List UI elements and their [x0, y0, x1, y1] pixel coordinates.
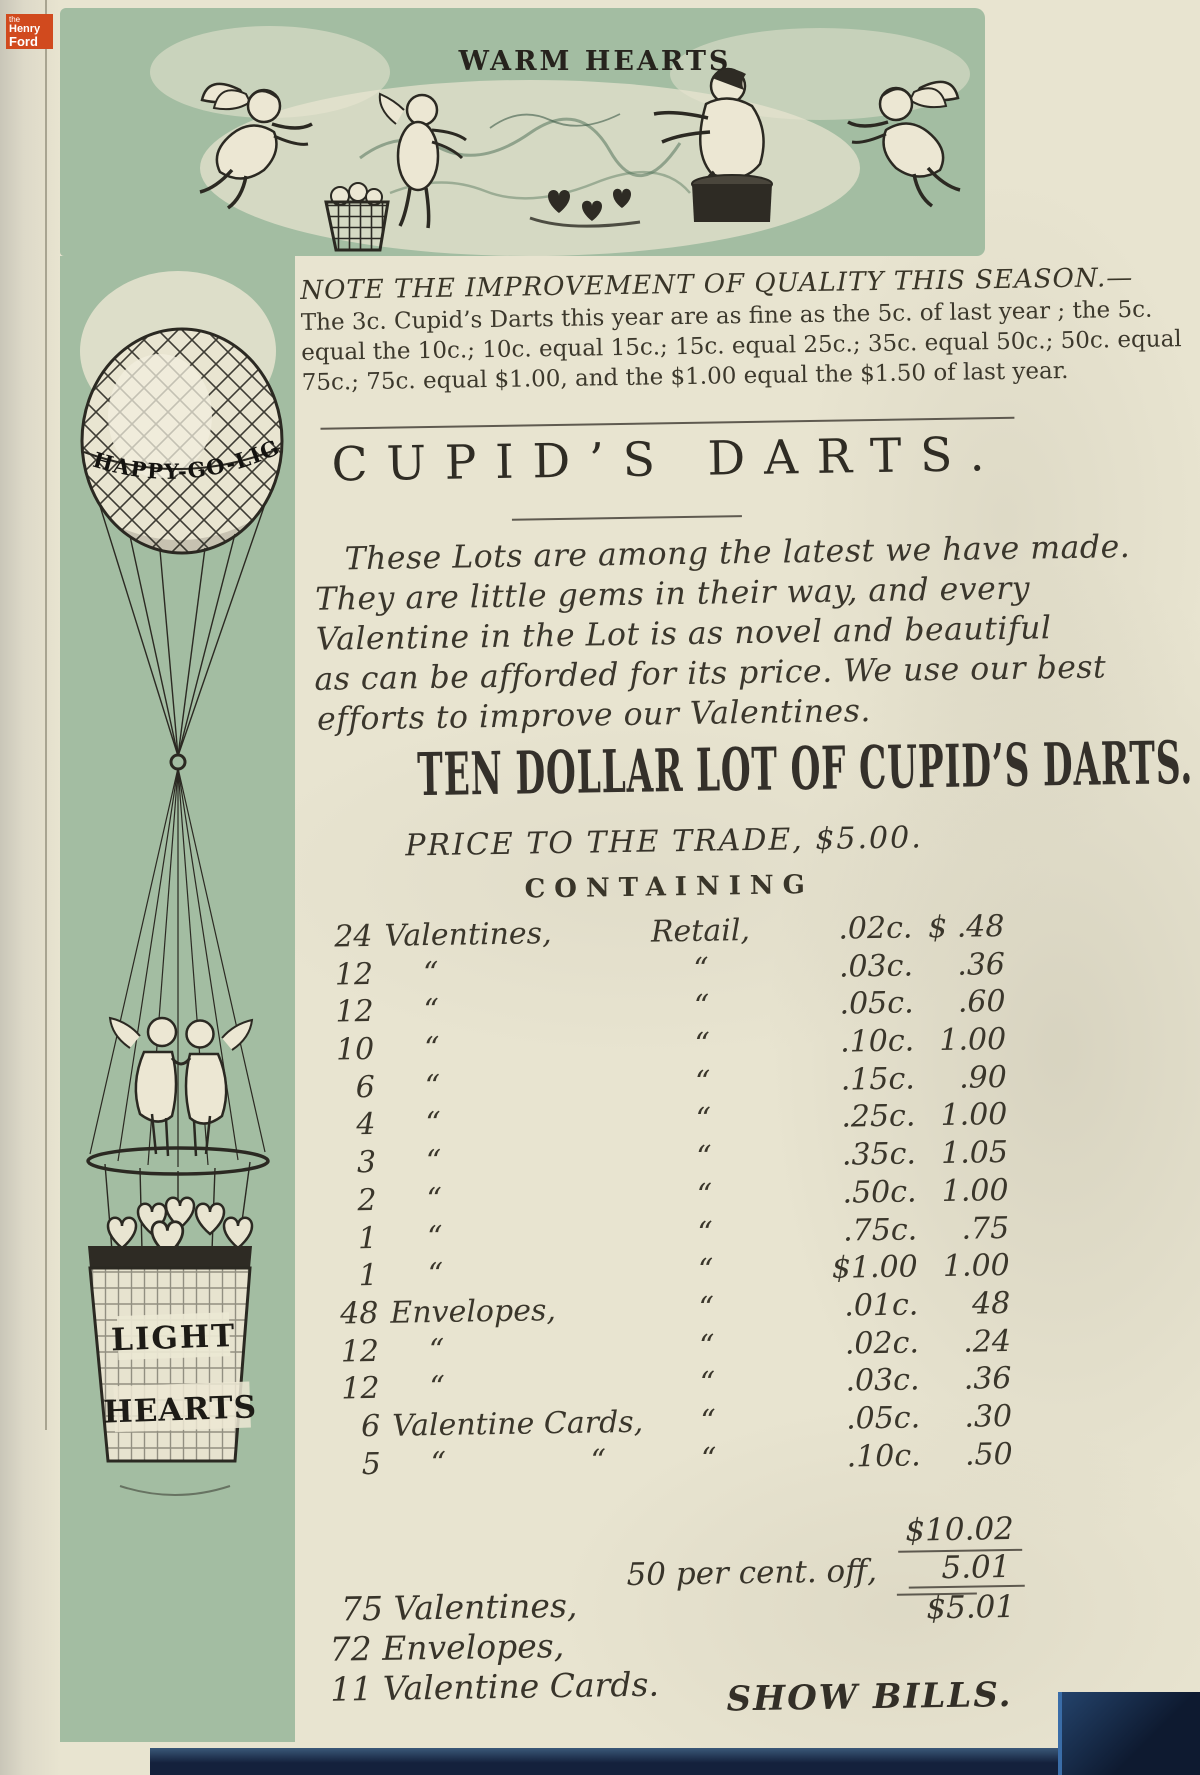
amount-cell: 1.00	[939, 1022, 1007, 1059]
containing-table: 24 Valentines, Retail, .02c. $ .48 12 “ …	[310, 909, 1029, 1485]
qty-cell: 10	[335, 1031, 375, 1068]
qty-cell: 6	[355, 1069, 376, 1105]
balloon-neck-ropes	[99, 503, 266, 757]
containing-heading: CONTAINING	[524, 870, 815, 905]
basket-label: LIGHT HEARTS	[103, 1312, 258, 1433]
qty-cell: 6	[360, 1408, 381, 1445]
item-cell: “	[424, 1068, 441, 1104]
main-text-column: NOTE THE IMPROVEMENT OF QUALITY THIS SEA…	[300, 259, 1194, 1750]
item-cell: “	[426, 1219, 443, 1255]
next-page-corner	[1058, 1692, 1200, 1775]
lot-heading-text: TEN DOLLAR LOT OF CUPID’S DARTS.	[416, 729, 1194, 810]
amount-cell: 1.00	[942, 1248, 1011, 1285]
basket-label-light: LIGHT	[111, 1318, 237, 1358]
item-cell: Valentines,	[384, 916, 552, 954]
amount-cell: .50	[964, 1436, 1013, 1473]
item-cell: “	[422, 955, 439, 991]
fire-hearts	[529, 188, 641, 228]
summary-line: 11 Valentine Cards.	[329, 1664, 660, 1709]
qty-cell: 2	[357, 1182, 377, 1219]
page-left-edge	[0, 0, 60, 1775]
note-line: 75c.; 75c. equal $1.00, and the $1.00 eq…	[301, 357, 1069, 396]
summary-line: 72 Envelopes,	[329, 1626, 565, 1669]
intro-line: as can be afforded for its price. We use…	[314, 649, 1107, 698]
qty-cell: 24	[334, 918, 373, 955]
amount-cell: .90	[958, 1059, 1008, 1096]
qty-cell: 5	[361, 1446, 382, 1482]
qty-cell: 4	[356, 1107, 376, 1143]
amount-cell: 1.05	[940, 1135, 1009, 1172]
net-total: $5.01	[926, 1588, 1016, 1627]
logo-henry: Henry	[9, 23, 41, 35]
item-cell: “	[425, 1144, 442, 1180]
amount-cell: .75	[961, 1210, 1010, 1247]
banner-title: WARM HEARTS	[458, 46, 732, 77]
page-title: CUPID’S DARTS.	[331, 426, 1004, 493]
item-cell: “	[423, 1030, 440, 1067]
lot-heading: TEN DOLLAR LOT OF CUPID’S DARTS.	[308, 729, 1194, 810]
amount-cell: 48	[971, 1285, 1011, 1322]
discount-amount: 5.01	[941, 1549, 1011, 1587]
item-cell: “	[428, 1332, 445, 1368]
balloon-illustration: HAPPY-GO-LIGHT	[60, 256, 295, 1742]
qty-cell: 48	[339, 1295, 379, 1332]
amount-cell: .60	[957, 984, 1006, 1021]
long-ropes	[89, 767, 266, 1167]
amount-cell: .24	[962, 1323, 1012, 1360]
amount-cell: .36	[963, 1361, 1012, 1397]
summary-line: 75 Valentines,	[340, 1585, 578, 1629]
item-cell: Valentine Cards,	[391, 1404, 644, 1444]
logo-ford: Ford	[9, 34, 38, 49]
intro-line: Valentine in the Lot is as novel and bea…	[315, 610, 1052, 658]
intro-line: efforts to improve our Valentines.	[316, 693, 872, 738]
item-ditto-cell: “	[590, 1442, 607, 1479]
item-cell: “	[427, 1257, 444, 1293]
title-underline	[511, 515, 742, 521]
warm-hearts-illustration: WARM HEARTS	[60, 8, 985, 256]
basket-label-hearts: HEARTS	[103, 1389, 258, 1430]
happy-go-light-balloon: HAPPY-GO-LIGHT	[60, 256, 284, 1496]
amount-cell: 1.00	[941, 1172, 1009, 1209]
item-cell: “	[423, 993, 440, 1029]
amount-cell: 1.00	[940, 1097, 1008, 1134]
qty-cell: 12	[340, 1333, 380, 1370]
henry-ford-logo: the Henry Ford	[6, 14, 53, 49]
item-cell: Envelopes,	[390, 1292, 557, 1331]
qty-cell: 12	[335, 994, 374, 1030]
trade-price: PRICE TO THE TRADE, $5.00.	[405, 820, 924, 864]
kissing-cupids	[108, 1016, 254, 1157]
item-cell: “	[430, 1445, 447, 1481]
intro-line: They are little gems in their way, and e…	[314, 570, 1031, 618]
item-cell: “	[425, 1106, 442, 1142]
item-cell: “	[426, 1181, 443, 1217]
basket-of-hearts	[324, 182, 390, 252]
show-bills: SHOW BILLS.	[726, 1674, 1013, 1720]
qty-cell: 1	[357, 1220, 378, 1256]
amount-cell: .36	[957, 946, 1006, 983]
qty-cell: 1	[358, 1258, 379, 1294]
qty-cell: 12	[341, 1371, 380, 1407]
gross-total: $10.02	[905, 1510, 1015, 1549]
qty-cell: 3	[356, 1145, 377, 1181]
binding-crease	[45, 0, 47, 1430]
next-page-edge	[150, 1748, 1200, 1775]
seated-figure	[653, 67, 773, 222]
amount-cell: $ .48	[927, 909, 1005, 946]
cupids-scene: WARM HEARTS	[150, 26, 970, 256]
amount-cell: .30	[964, 1398, 1013, 1435]
logo-the: the	[9, 15, 21, 24]
qty-cell: 12	[334, 956, 374, 993]
totals-rule	[908, 1584, 1025, 1589]
standing-cherub	[378, 92, 467, 229]
item-cell: “	[429, 1370, 446, 1406]
